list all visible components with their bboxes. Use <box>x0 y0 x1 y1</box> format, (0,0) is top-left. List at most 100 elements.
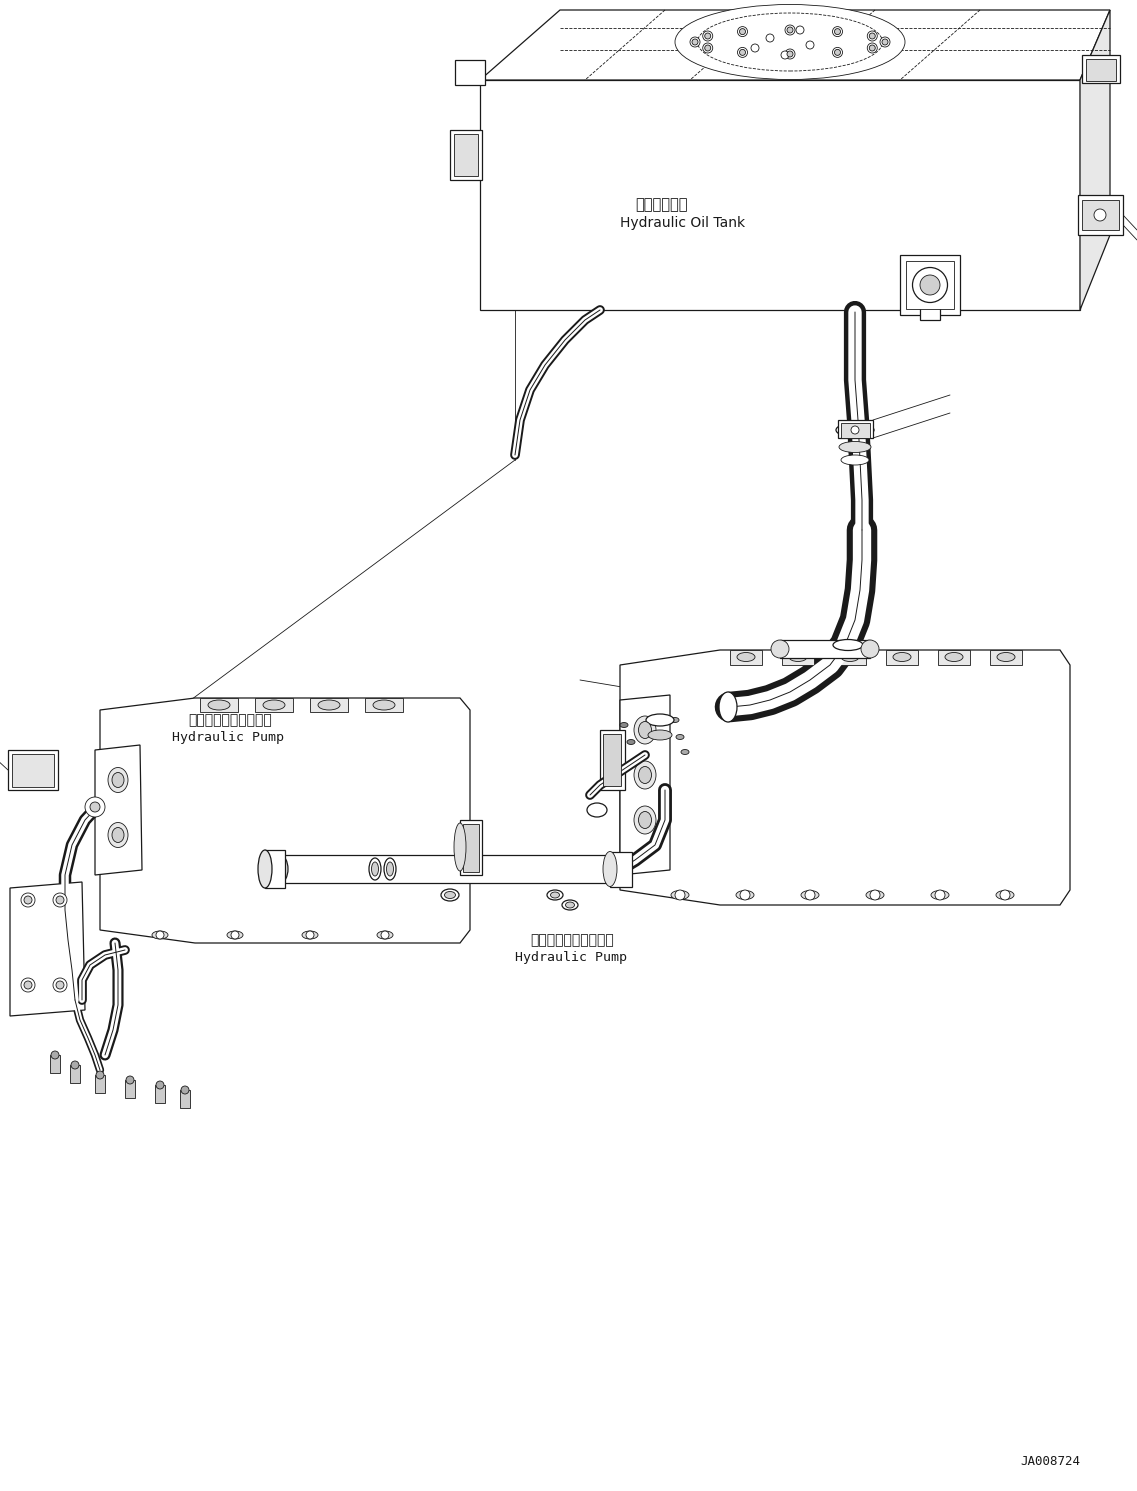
Ellipse shape <box>920 274 940 295</box>
Circle shape <box>766 34 774 42</box>
Polygon shape <box>10 883 85 1015</box>
Circle shape <box>805 890 815 901</box>
Bar <box>906 261 954 309</box>
Ellipse shape <box>550 892 559 898</box>
Bar <box>841 423 870 438</box>
Ellipse shape <box>634 807 656 833</box>
Bar <box>600 731 625 790</box>
Ellipse shape <box>370 857 381 880</box>
Ellipse shape <box>839 441 871 452</box>
Circle shape <box>381 930 389 939</box>
Circle shape <box>90 802 100 813</box>
Bar <box>780 640 870 658</box>
Ellipse shape <box>565 902 574 908</box>
Polygon shape <box>480 10 1110 81</box>
Ellipse shape <box>634 760 656 789</box>
Ellipse shape <box>736 890 754 899</box>
Circle shape <box>785 49 795 60</box>
Bar <box>920 306 940 321</box>
Ellipse shape <box>108 823 128 847</box>
Ellipse shape <box>639 766 652 783</box>
Ellipse shape <box>945 653 963 662</box>
Polygon shape <box>365 698 402 713</box>
Circle shape <box>787 27 792 33</box>
Text: 作動油タンク: 作動油タンク <box>634 197 688 213</box>
Ellipse shape <box>677 735 684 740</box>
Bar <box>455 60 485 85</box>
Ellipse shape <box>113 828 124 842</box>
Circle shape <box>850 426 858 434</box>
Text: ハイドロリックポンプ: ハイドロリックポンプ <box>530 933 614 947</box>
Bar <box>8 750 58 790</box>
Ellipse shape <box>997 653 1015 662</box>
Ellipse shape <box>866 890 883 899</box>
Circle shape <box>787 51 792 57</box>
Ellipse shape <box>648 731 672 740</box>
Circle shape <box>832 48 843 57</box>
Ellipse shape <box>639 722 652 738</box>
Circle shape <box>796 25 804 34</box>
Ellipse shape <box>646 714 674 726</box>
Circle shape <box>835 49 840 55</box>
Bar <box>609 851 632 887</box>
Ellipse shape <box>681 750 689 754</box>
Circle shape <box>690 37 700 48</box>
Ellipse shape <box>771 640 789 658</box>
Circle shape <box>738 48 747 57</box>
Circle shape <box>56 896 64 904</box>
Circle shape <box>935 890 945 901</box>
Circle shape <box>785 25 795 34</box>
Ellipse shape <box>671 717 679 723</box>
Circle shape <box>126 1077 134 1084</box>
Circle shape <box>752 45 760 52</box>
Polygon shape <box>620 695 670 875</box>
Ellipse shape <box>893 653 911 662</box>
Polygon shape <box>310 698 348 713</box>
Circle shape <box>739 49 746 55</box>
Ellipse shape <box>152 930 168 939</box>
Ellipse shape <box>612 854 628 883</box>
Ellipse shape <box>841 653 858 662</box>
Ellipse shape <box>441 889 459 901</box>
Circle shape <box>1094 209 1106 221</box>
Circle shape <box>70 1062 78 1069</box>
Circle shape <box>738 27 747 37</box>
Ellipse shape <box>800 890 819 899</box>
Polygon shape <box>835 650 866 665</box>
Ellipse shape <box>626 740 634 744</box>
Circle shape <box>231 930 239 939</box>
Polygon shape <box>96 746 142 875</box>
Bar <box>838 420 873 438</box>
Ellipse shape <box>547 890 563 901</box>
Circle shape <box>56 981 64 989</box>
Circle shape <box>306 930 314 939</box>
Bar <box>155 1085 165 1103</box>
Ellipse shape <box>108 768 128 793</box>
Ellipse shape <box>789 653 807 662</box>
Ellipse shape <box>671 890 689 899</box>
Circle shape <box>51 1051 59 1059</box>
Polygon shape <box>255 698 293 713</box>
Ellipse shape <box>272 854 288 883</box>
Circle shape <box>156 930 164 939</box>
Polygon shape <box>480 81 1080 310</box>
Ellipse shape <box>373 699 395 710</box>
Circle shape <box>20 893 35 907</box>
Circle shape <box>53 978 67 992</box>
Text: Hydraulic Oil Tank: Hydraulic Oil Tank <box>620 216 745 230</box>
Ellipse shape <box>913 267 947 303</box>
Ellipse shape <box>620 723 628 728</box>
Circle shape <box>53 893 67 907</box>
Circle shape <box>1001 890 1010 901</box>
Ellipse shape <box>258 850 272 889</box>
Circle shape <box>20 978 35 992</box>
Polygon shape <box>730 650 762 665</box>
Bar <box>125 1079 135 1097</box>
Ellipse shape <box>562 901 578 910</box>
Circle shape <box>705 45 711 51</box>
Polygon shape <box>782 650 814 665</box>
Bar <box>901 255 960 315</box>
Circle shape <box>24 981 32 989</box>
Ellipse shape <box>387 862 393 877</box>
Circle shape <box>835 28 840 34</box>
